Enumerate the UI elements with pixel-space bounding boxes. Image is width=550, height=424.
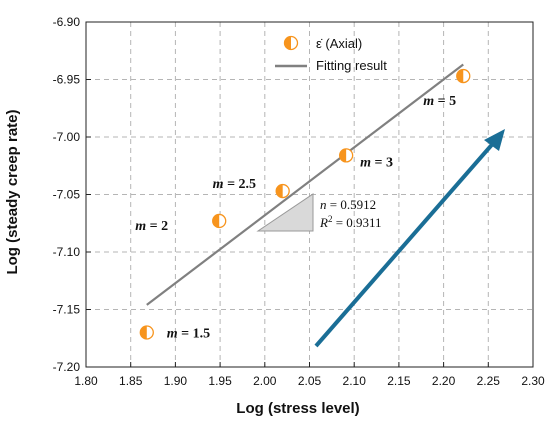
y-tick-label: -6.95 (53, 73, 81, 87)
x-tick-labels: 1.80 1.85 1.90 1.95 2.00 2.05 2.10 2.15 2.20 2.25… (74, 374, 545, 388)
m-value: = 3 (371, 155, 393, 170)
n-symbol: n (320, 197, 327, 212)
m-value: = 1.5 (178, 327, 210, 342)
r-sup: 2 (328, 214, 333, 224)
m-label: m = 2 (135, 219, 168, 234)
axial-points-series (139, 68, 471, 340)
data-point (456, 68, 471, 84)
m-label: m = 2.5 (213, 177, 256, 192)
m-label: m = 1.5 (167, 327, 210, 342)
data-point (275, 183, 290, 199)
m-value: = 2 (146, 219, 168, 234)
x-tick-label: 1.85 (119, 374, 143, 388)
m-label: m = 5 (423, 94, 456, 109)
x-tick-label: 1.95 (208, 374, 232, 388)
legend-label-fit: Fitting result (316, 58, 387, 73)
x-tick-label: 2.05 (298, 374, 322, 388)
m-value: = 2.5 (224, 177, 256, 192)
x-tick-label: 2.15 (387, 374, 411, 388)
y-tick-labels: -6.90 -6.95 -7.00 -7.05 -7.10 -7.15 -7.20 (53, 15, 81, 374)
axis-ticks (85, 21, 534, 368)
data-point-fill (456, 69, 464, 83)
y-axis-title: Log (steady creep rate) (4, 109, 21, 274)
x-tick-label: 2.25 (477, 374, 501, 388)
m-symbol: m (167, 327, 178, 342)
m-value: = 5 (434, 94, 456, 109)
m-symbol: m (135, 219, 146, 234)
m-symbol: m (213, 177, 224, 192)
data-point (339, 148, 354, 163)
y-tick-label: -6.90 (53, 15, 81, 29)
fitting-line (146, 63, 464, 306)
legend: ε̇ (Axial) Fitting result (275, 35, 387, 73)
data-point (212, 213, 227, 229)
data-point (139, 325, 154, 340)
n-value: = 0.5912 (327, 197, 377, 212)
y-tick-label: -7.15 (53, 303, 81, 317)
m-value-labels: m = 1.5m = 2m = 2.5m = 3m = 5 (135, 94, 456, 341)
m-symbol: m (360, 155, 371, 170)
y-tick-label: -7.00 (53, 130, 81, 144)
r-squared-text: R2 = 0.9311 (319, 214, 382, 230)
fitting-line-series (146, 63, 464, 306)
x-tick-label: 1.90 (164, 374, 188, 388)
x-tick-label: 1.80 (74, 374, 98, 388)
x-tick-label: 2.00 (253, 374, 277, 388)
y-tick-label: -7.20 (53, 360, 81, 374)
x-tick-label: 2.30 (521, 374, 545, 388)
legend-label-axial: ε̇ (Axial) (316, 36, 362, 51)
m-label: m = 3 (360, 155, 393, 170)
x-axis-title: Log (stress level) (236, 400, 359, 417)
data-point-fill (339, 148, 347, 162)
x-tick-label: 2.10 (343, 374, 367, 388)
r-symbol: R (319, 215, 328, 230)
n-value-text: n = 0.5912 (320, 197, 376, 212)
data-point-fill (212, 214, 220, 228)
m-symbol: m (423, 94, 434, 109)
slope-triangle (256, 193, 314, 232)
x-tick-label: 2.20 (432, 374, 456, 388)
trend-arrow (314, 129, 505, 348)
legend-marker-axial (283, 35, 299, 51)
grid-lines (86, 22, 533, 367)
data-point-fill (276, 184, 283, 198)
y-tick-label: -7.05 (53, 188, 81, 202)
r-value: = 0.9311 (332, 215, 381, 230)
y-tick-label: -7.10 (53, 245, 81, 259)
data-point-fill (140, 326, 147, 339)
